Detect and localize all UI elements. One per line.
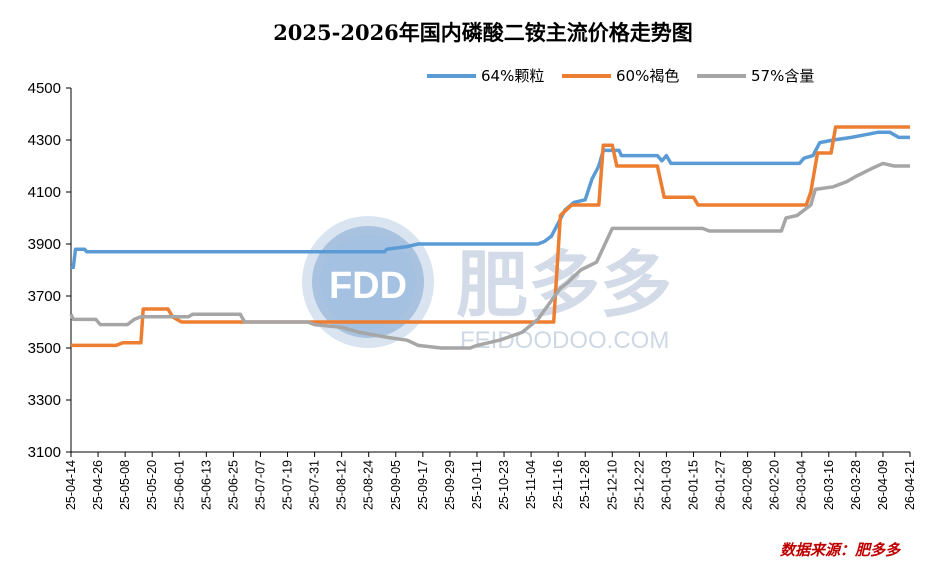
x-tick-label: 25-05-08 — [118, 460, 132, 510]
y-tick-label: 3500 — [28, 340, 61, 357]
x-tick-label: 25-04-14 — [64, 460, 78, 510]
x-tick-label: 25-10-23 — [497, 460, 511, 510]
chart-title: 2025-2026年国内磷酸二铵主流价格走势图 — [273, 20, 693, 45]
x-tick-label: 25-04-26 — [91, 460, 105, 510]
series-line-1 — [71, 125, 910, 348]
x-tick-label: 26-01-15 — [686, 460, 700, 510]
x-tick-label: 25-11-28 — [578, 460, 592, 509]
x-tick-label: 26-03-16 — [822, 460, 836, 510]
y-axis: 3100 3300 3500 3700 3900 4100 4300 4500 — [28, 80, 71, 461]
legend-item-60: 60%褐色 — [562, 67, 679, 85]
x-tick-label: 25-05-20 — [145, 460, 159, 510]
legend-item-57: 57%含量 — [697, 67, 814, 85]
x-tick-label: 26-01-27 — [714, 460, 728, 510]
x-tick-label: 25-09-29 — [443, 460, 457, 510]
y-tick-label: 3900 — [28, 236, 61, 253]
x-tick-label: 25-06-25 — [226, 460, 240, 510]
x-tick-label: 26-02-20 — [768, 460, 782, 510]
x-axis: 25-04-14 25-04-26 25-05-08 25-05-20 25-06-01… — [64, 452, 917, 510]
series-layer — [69, 125, 910, 350]
legend-item-64: 64%颗粒 — [427, 67, 544, 85]
x-tick-label: 25-09-17 — [416, 460, 430, 510]
x-tick-label: 25-07-31 — [308, 460, 322, 510]
x-tick-label: 26-03-28 — [849, 460, 863, 510]
legend-label-60: 60%褐色 — [616, 67, 679, 85]
y-tick-label: 3300 — [28, 392, 61, 409]
x-tick-label: 26-03-04 — [795, 460, 809, 510]
x-tick-label: 25-12-10 — [605, 460, 619, 510]
y-tick-label: 4500 — [28, 80, 61, 97]
x-tick-label: 25-11-16 — [551, 460, 565, 509]
y-tick-label: 3700 — [28, 288, 61, 305]
x-tick-label: 25-11-04 — [524, 460, 538, 509]
watermark: FDD 肥多多 FEIDOODOO.COM — [302, 216, 672, 354]
x-tick-label: 25-08-12 — [335, 460, 349, 510]
x-tick-label: 25-08-24 — [362, 460, 376, 510]
x-tick-label: 25-07-07 — [253, 460, 267, 510]
x-tick-label: 25-10-11 — [470, 460, 484, 509]
x-tick-label: 25-12-22 — [632, 460, 646, 510]
y-tick-label: 4300 — [28, 132, 61, 149]
watermark-logo-text: FDD — [329, 265, 407, 307]
legend-label-57: 57%含量 — [751, 67, 814, 85]
x-tick-label: 25-09-05 — [389, 460, 403, 510]
y-tick-label: 3100 — [28, 444, 61, 461]
watermark-logo-icon: FDD — [302, 216, 434, 348]
x-tick-label: 25-07-19 — [281, 460, 295, 510]
legend-label-64: 64%颗粒 — [481, 67, 544, 85]
x-tick-label: 26-04-09 — [876, 460, 890, 510]
series-line-2 — [69, 161, 910, 350]
x-tick-label: 26-01-03 — [659, 460, 673, 510]
x-tick-label: 26-04-21 — [903, 460, 917, 510]
legend: 64%颗粒 60%褐色 57%含量 — [427, 67, 814, 85]
x-tick-label: 25-06-13 — [199, 460, 213, 510]
y-tick-label: 4100 — [28, 184, 61, 201]
data-source: 数据来源：肥多多 — [780, 541, 901, 559]
x-tick-label: 26-02-08 — [741, 460, 755, 510]
x-tick-label: 25-06-01 — [172, 460, 186, 510]
